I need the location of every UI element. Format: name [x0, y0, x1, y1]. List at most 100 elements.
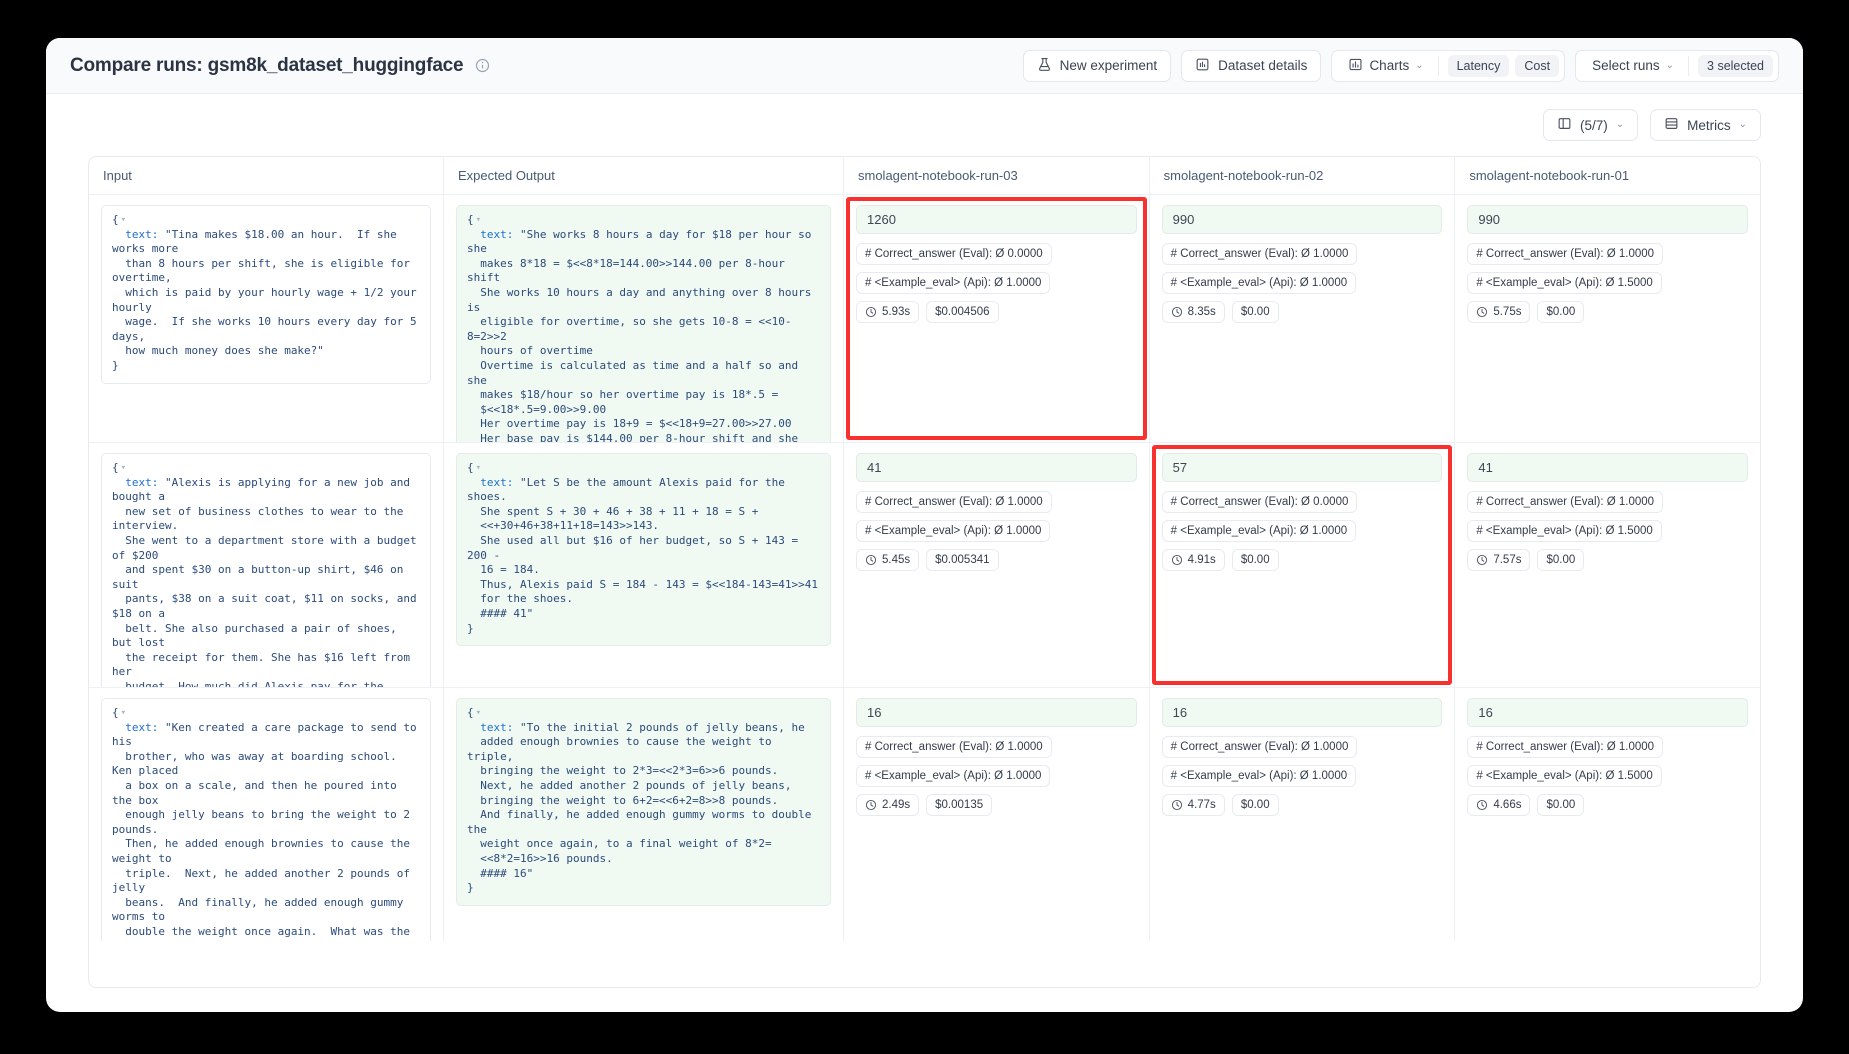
- collapse-chevron-icon[interactable]: ▾: [120, 215, 127, 225]
- cell-run-02: 57 # Correct_answer (Eval): Ø 0.0000 # <Ex…: [1150, 443, 1456, 687]
- columns-icon: [1557, 116, 1572, 134]
- clock-icon: [865, 554, 877, 566]
- cost-chip: $0.00: [1537, 549, 1585, 571]
- columns-selector-button[interactable]: (5/7) ⌄: [1542, 109, 1639, 141]
- run-stats: 5.75s $0.00: [1467, 301, 1748, 323]
- column-header-expected[interactable]: Expected Output: [444, 157, 844, 194]
- run-output-value: 57: [1161, 453, 1443, 482]
- latency-value: 5.45s: [882, 554, 911, 566]
- latency-chip: 8.35s: [1161, 301, 1225, 323]
- collapse-chevron-icon[interactable]: ▾: [475, 463, 482, 473]
- metric-chip-api: # <Example_eval> (Api): Ø 1.5000: [1467, 765, 1662, 787]
- run-output-value: 16: [1467, 698, 1749, 727]
- clock-icon: [1476, 306, 1488, 318]
- table-row: {▾ text: "Tina makes $18.00 an hour. If …: [89, 195, 1760, 443]
- run-output-value: 990: [1467, 205, 1749, 234]
- cell-expected-output: {▾ text: "To the initial 2 pounds of jel…: [444, 688, 844, 941]
- charts-label: Charts: [1369, 58, 1410, 73]
- collapse-chevron-icon[interactable]: ▾: [120, 463, 127, 473]
- clock-icon: [1171, 799, 1183, 811]
- metric-chip-api: # <Example_eval> (Api): Ø 1.0000: [856, 765, 1051, 787]
- cell-run-03: 1260 # Correct_answer (Eval): Ø 0.0000 # <…: [844, 195, 1150, 442]
- charts-dropdown[interactable]: Charts ⌄: [1343, 57, 1428, 75]
- table-body: {▾ text: "Tina makes $18.00 an hour. If …: [89, 195, 1760, 987]
- metric-chip-api: # <Example_eval> (Api): Ø 1.5000: [1467, 272, 1662, 294]
- metric-chip-eval: # Correct_answer (Eval): Ø 0.0000: [856, 243, 1052, 265]
- column-header-run-03[interactable]: smolagent-notebook-run-03: [844, 157, 1150, 194]
- latency-value: 2.49s: [882, 799, 911, 811]
- rows-icon: [1664, 116, 1679, 134]
- cell-run-02: 990 # Correct_answer (Eval): Ø 1.0000 # <E…: [1150, 195, 1456, 442]
- cell-expected-output: {▾ text: "Let S be the amount Alexis pai…: [444, 443, 844, 687]
- dataset-details-button[interactable]: Dataset details: [1181, 49, 1322, 82]
- clock-icon: [1476, 799, 1488, 811]
- clock-icon: [1171, 306, 1183, 318]
- run-output-value: 1260: [856, 205, 1137, 234]
- metric-chip-eval: # Correct_answer (Eval): Ø 1.0000: [1467, 491, 1664, 513]
- metric-chip-api: # <Example_eval> (Api): Ø 1.0000: [1161, 272, 1357, 294]
- chevron-down-icon: ⌄: [1738, 119, 1747, 130]
- run-stats: 7.57s $0.00: [1467, 549, 1748, 571]
- header-actions: New experiment Dataset details: [1022, 49, 1779, 82]
- run-stats: 2.49s $0.00135: [856, 794, 1137, 816]
- new-experiment-button[interactable]: New experiment: [1022, 49, 1172, 82]
- collapse-chevron-icon[interactable]: ▾: [475, 708, 482, 718]
- column-header-input[interactable]: Input: [89, 157, 444, 194]
- chevron-down-icon: ⌄: [1665, 59, 1675, 71]
- selected-count-badge[interactable]: 3 selected: [1698, 54, 1773, 77]
- collapse-chevron-icon[interactable]: ▾: [120, 708, 127, 718]
- metrics-selector-button[interactable]: Metrics ⌄: [1650, 109, 1761, 141]
- metric-chip-eval: # Correct_answer (Eval): Ø 1.0000: [1467, 243, 1664, 265]
- cell-input: {▾ text: "Alexis is applying for a new j…: [89, 443, 444, 687]
- column-header-run-01[interactable]: smolagent-notebook-run-01: [1469, 168, 1630, 183]
- latency-chip: 4.77s: [1161, 794, 1225, 816]
- latency-chip: 5.93s: [856, 301, 920, 323]
- cost-chip: $0.005341: [926, 549, 999, 571]
- run-stats: 5.93s $0.004506: [856, 301, 1137, 323]
- cost-chip: $0.00: [1537, 301, 1585, 323]
- columns-count-label: (5/7): [1579, 117, 1608, 133]
- select-runs-dropdown[interactable]: Select runs ⌄: [1587, 58, 1679, 73]
- metric-chip-api: # <Example_eval> (Api): Ø 1.0000: [856, 520, 1051, 542]
- page-title: Compare runs: gsm8k_dataset_huggingface: [70, 54, 464, 76]
- table-row: {▾ text: "Alexis is applying for a new j…: [89, 443, 1760, 688]
- collapse-chevron-icon[interactable]: ▾: [475, 215, 482, 225]
- latency-value: 4.91s: [1187, 554, 1216, 566]
- cell-run-01: 41 # Correct_answer (Eval): Ø 1.0000 # <Ex…: [1455, 443, 1760, 687]
- clock-icon: [1476, 554, 1488, 566]
- run-stats: 4.77s $0.00: [1161, 794, 1443, 816]
- metrics-label: Metrics: [1687, 117, 1731, 133]
- table-row: {▾ text: "Ken created a care package to …: [89, 688, 1760, 941]
- run-stats: 8.35s $0.00: [1161, 301, 1443, 323]
- expected-output-json: {▾ text: "Let S be the amount Alexis pai…: [456, 453, 831, 647]
- latency-chip: 2.49s: [856, 794, 920, 816]
- latency-chip: 4.91s: [1161, 549, 1225, 571]
- metric-chip-api: # <Example_eval> (Api): Ø 1.0000: [1161, 765, 1357, 787]
- run-stats: 4.66s $0.00: [1467, 794, 1748, 816]
- latency-chip: 5.45s: [856, 549, 920, 571]
- latency-value: 4.66s: [1493, 799, 1522, 811]
- metric-chip-eval: # Correct_answer (Eval): Ø 1.0000: [1161, 736, 1358, 758]
- cell-expected-output: {▾ text: "She works 8 hours a day for $1…: [444, 195, 844, 442]
- chevron-down-icon: ⌄: [1615, 119, 1625, 130]
- comparison-table-wrapper: Input Expected Output smolagent-notebook…: [46, 156, 1803, 1012]
- input-json: {▾ text: "Tina makes $18.00 an hour. If …: [101, 205, 431, 384]
- select-runs-label: Select runs: [1592, 58, 1660, 73]
- info-circle-icon[interactable]: [475, 58, 490, 73]
- run-output-value: 16: [1161, 698, 1443, 727]
- clock-icon: [865, 306, 877, 318]
- divider: [1437, 55, 1439, 76]
- compare-runs-window: Compare runs: gsm8k_dataset_huggingface …: [46, 38, 1803, 1012]
- latency-value: 8.35s: [1187, 306, 1216, 318]
- metric-chip-eval: # Correct_answer (Eval): Ø 1.0000: [856, 491, 1052, 513]
- latency-toggle[interactable]: Latency: [1447, 54, 1510, 77]
- run-stats: 5.45s $0.005341: [856, 549, 1137, 571]
- metric-chip-eval: # Correct_answer (Eval): Ø 1.0000: [1467, 736, 1664, 758]
- cell-run-01: 990 # Correct_answer (Eval): Ø 1.0000 # <E…: [1455, 195, 1760, 442]
- expected-output-json: {▾ text: "To the initial 2 pounds of jel…: [456, 698, 831, 906]
- latency-chip: 5.75s: [1467, 301, 1531, 323]
- comparison-table: Input Expected Output smolagent-notebook…: [88, 156, 1761, 988]
- column-header-run-02[interactable]: smolagent-notebook-run-02: [1150, 157, 1456, 194]
- cost-toggle[interactable]: Cost: [1515, 54, 1560, 77]
- latency-value: 5.75s: [1493, 306, 1522, 318]
